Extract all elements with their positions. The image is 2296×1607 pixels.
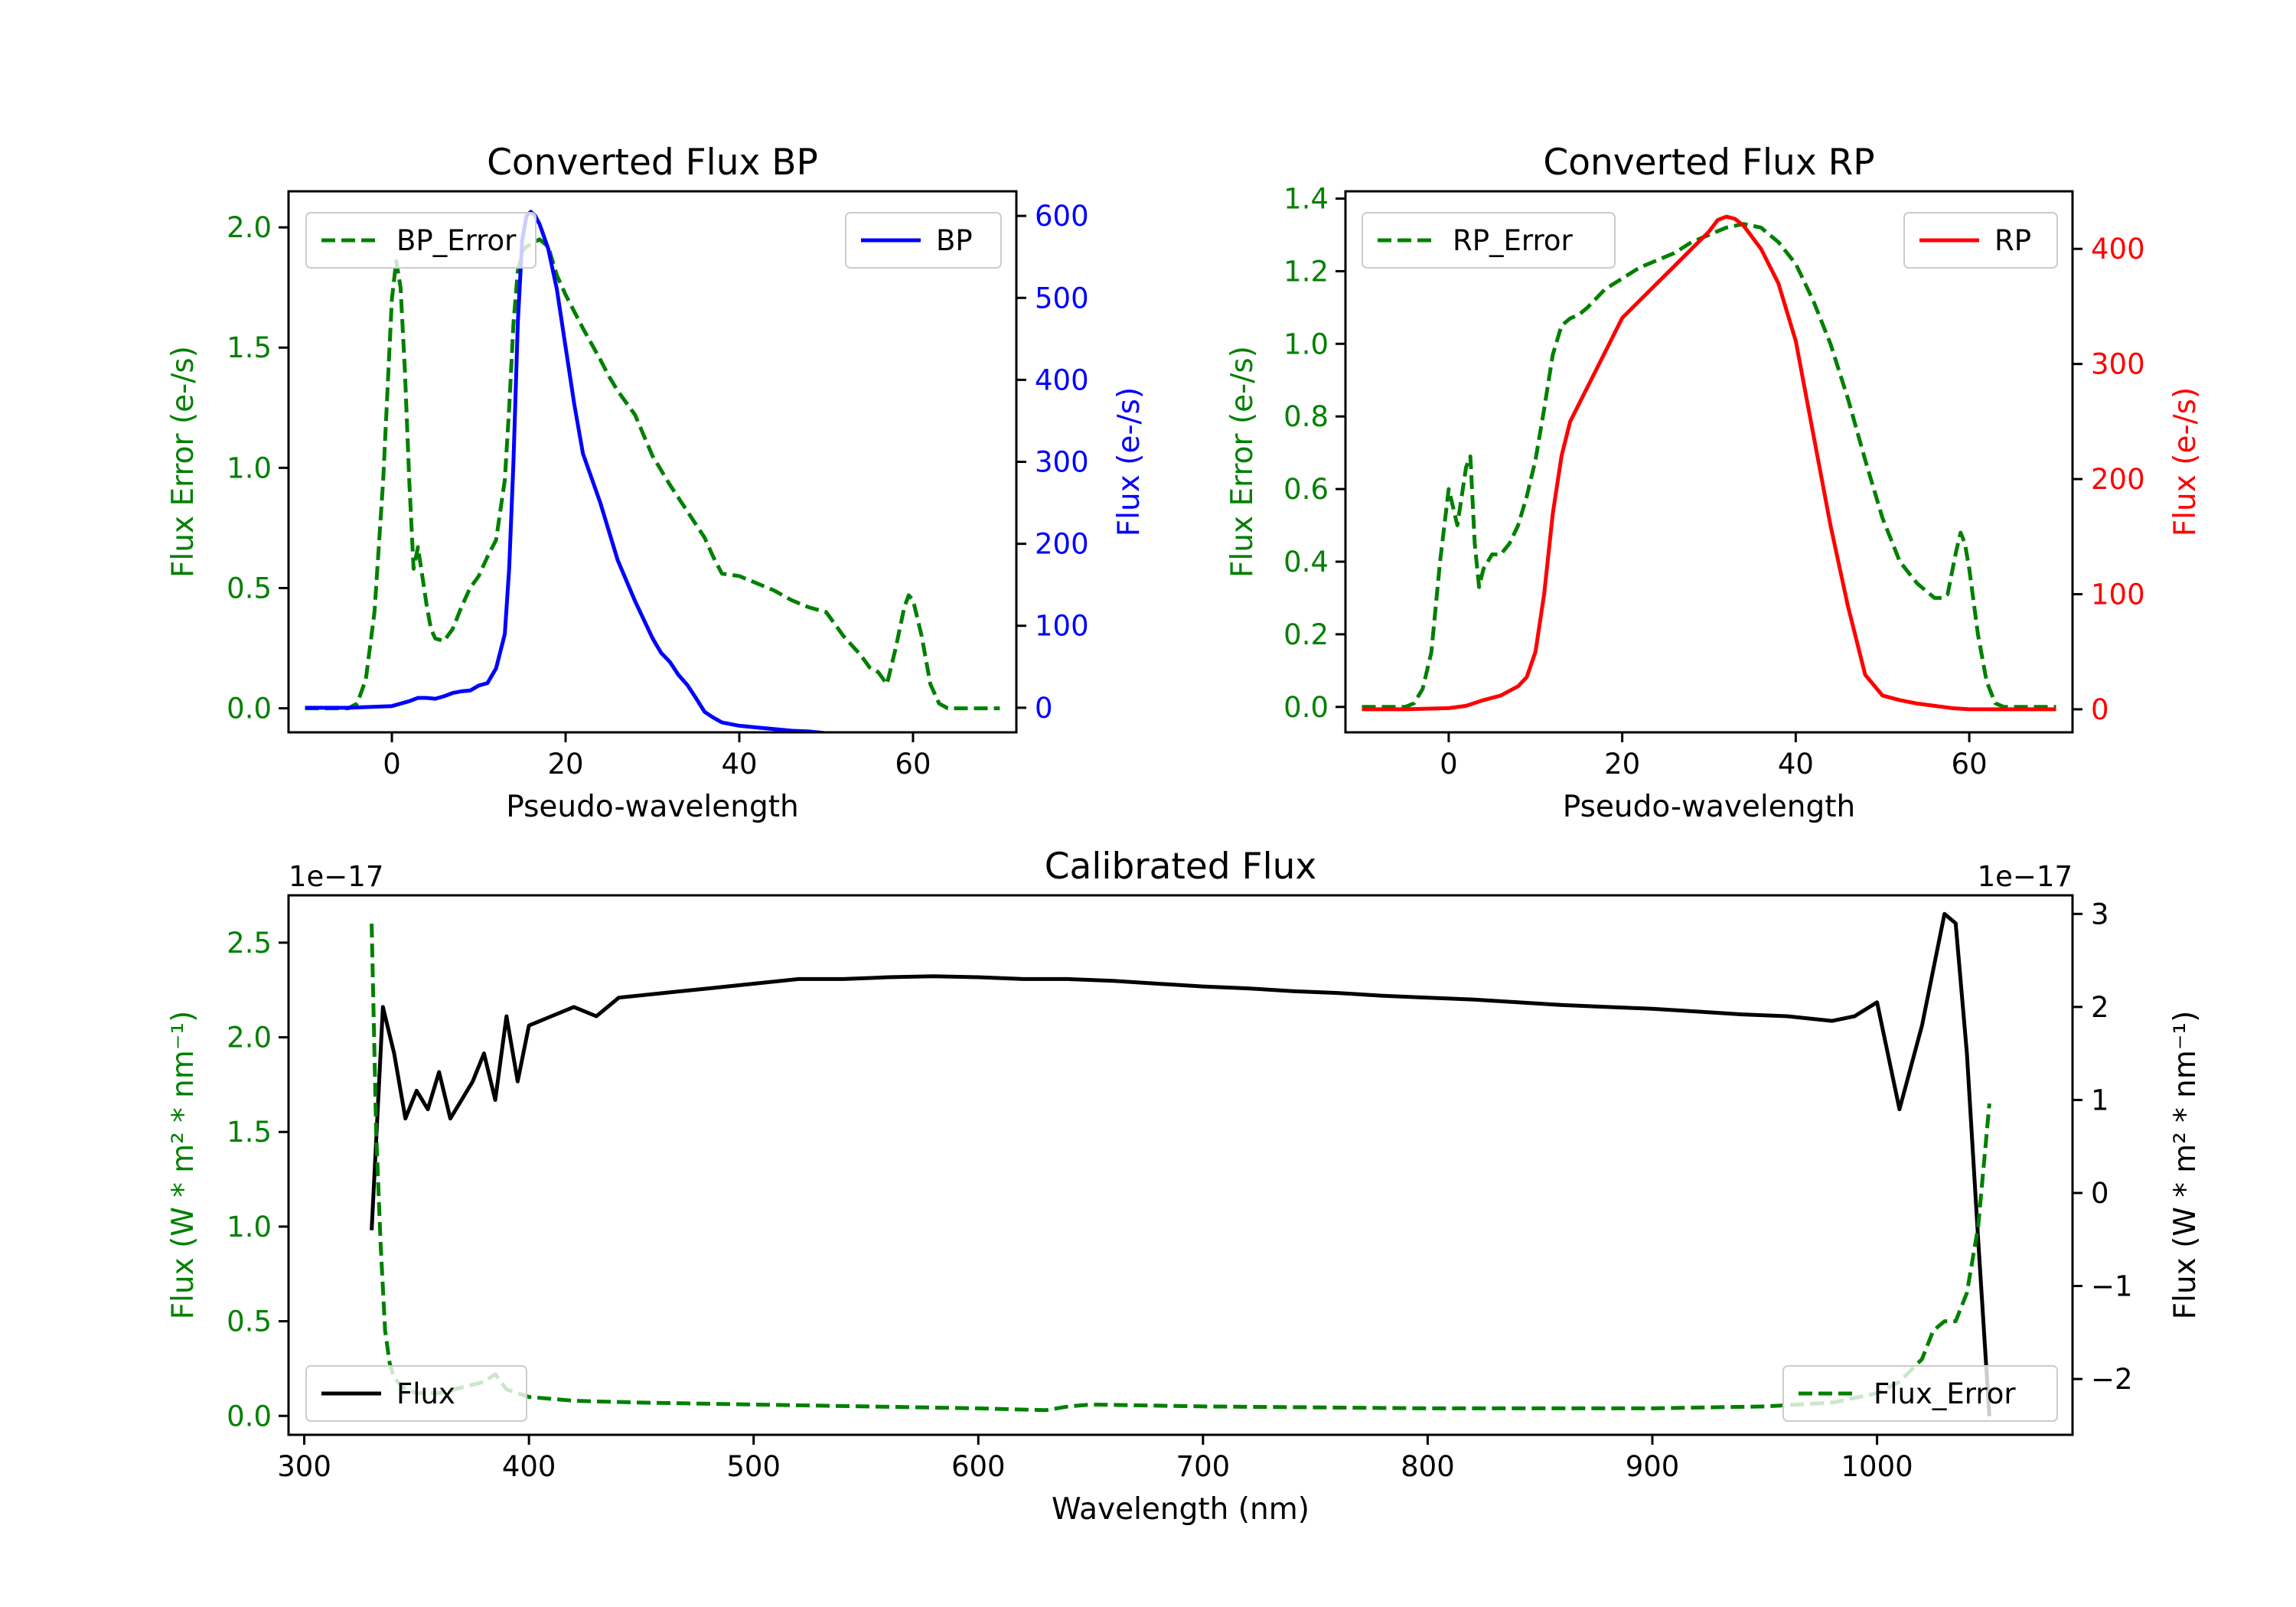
bp-legend-label: BP_Error (396, 224, 517, 257)
rp-axes-frame (1344, 190, 2074, 734)
rp-ytick-left-label: 0.4 (1283, 546, 1329, 579)
bp-title: Converted Flux BP (487, 142, 818, 184)
bp-legend-box (845, 212, 1002, 269)
cal-legend-label: Flux (396, 1377, 455, 1410)
rp-ytick-left-label: 0.6 (1283, 473, 1329, 506)
bp-ytick-right-label: 200 (1035, 528, 1089, 561)
cal-legend-label: Flux_Error (1874, 1377, 2016, 1410)
rp-xtick-label: 20 (1604, 748, 1640, 781)
bp-ytick-left-label: 1.5 (227, 331, 272, 364)
cal-xtick-label: 800 (1401, 1450, 1455, 1483)
cal-ytick-right-label: −1 (2091, 1270, 2133, 1303)
rp-ylabel-right: Flux (e-/s) (2168, 387, 2203, 536)
rp-xtick-label: 0 (1440, 748, 1458, 781)
cal-xtick-label: 600 (951, 1450, 1006, 1483)
cal-legend-box (1782, 1365, 2058, 1422)
rp-xlabel: Pseudo-wavelength (1563, 790, 1855, 824)
cal-legend-left: Flux (305, 1365, 527, 1422)
bp-xtick-label: 0 (383, 748, 401, 781)
bp-series-bp (305, 210, 834, 732)
cal-ytick-left-label: 1.0 (227, 1211, 272, 1244)
bp-legend-right: BP (845, 212, 1002, 269)
bp-legend-label: BP (936, 224, 973, 257)
cal-xlabel: Wavelength (nm) (1052, 1492, 1309, 1527)
cal-ytick-left-label: 0.5 (227, 1305, 272, 1338)
cal-xtick-label: 1000 (1841, 1450, 1913, 1483)
rp-ytick-right-label: 200 (2091, 463, 2145, 496)
bp-ytick-right-label: 0 (1035, 692, 1053, 725)
cal-series-flux-error (370, 924, 1991, 1413)
bp-ytick-right-label: 600 (1035, 200, 1089, 233)
cal-ytick-right-label: −2 (2091, 1363, 2133, 1396)
bp-ytick-left-label: 1.0 (227, 451, 272, 484)
rp-legend-box (1903, 212, 2058, 269)
rp-ytick-right-label: 300 (2091, 348, 2145, 381)
rp-ytick-left-label: 1.2 (1283, 255, 1329, 288)
bp-ytick-left-label: 2.0 (227, 211, 272, 244)
rp-chart: 0 20 40 60 0.0 0.2 0.4 0.6 0.8 1.0 1.2 1.4 0 100 200 30… (1225, 142, 2203, 824)
cal-xtick-label: 700 (1176, 1450, 1231, 1483)
cal-title: Calibrated Flux (1045, 846, 1317, 888)
cal-ytick-right-label: 0 (2091, 1177, 2109, 1210)
rp-ytick-left-label: 1.0 (1283, 328, 1329, 360)
cal-ylabel-right: Flux (W * m² * nm⁻¹) (2168, 1011, 2203, 1320)
bp-ytick-right-label: 100 (1035, 610, 1089, 643)
rp-ylabel-left: Flux Error (e-/s) (1225, 346, 1260, 578)
rp-legend-box (1362, 212, 1616, 269)
bp-xtick-label: 20 (547, 748, 583, 781)
rp-ytick-right-label: 400 (2091, 233, 2145, 266)
bp-xlabel: Pseudo-wavelength (506, 790, 798, 824)
cal-ytick-left-label: 0.0 (227, 1400, 272, 1433)
bp-ylabel-right: Flux (e-/s) (1112, 387, 1146, 536)
rp-ytick-left-label: 0.2 (1283, 618, 1329, 651)
rp-legend-label: RP (1994, 224, 2031, 257)
rp-ytick-left-label: 0.0 (1283, 691, 1329, 724)
rp-ytick-left-label: 0.8 (1283, 400, 1329, 433)
cal-axes-frame (287, 894, 2074, 1436)
cal-chart: 300 400 500 600 700 800 900 1000 0.0 0.5 1.0 1.5 2.0… (166, 846, 2203, 1527)
rp-title: Converted Flux RP (1543, 142, 1874, 184)
cal-ytick-left-label: 2.5 (227, 927, 272, 960)
cal-ylabel-left: Flux (W * m² * nm⁻¹) (166, 1011, 201, 1320)
bp-ytick-right-label: 500 (1035, 282, 1089, 315)
rp-series-rp-error (1362, 222, 2056, 709)
cal-xtick-label: 500 (726, 1450, 781, 1483)
cal-ytick-right-label: 1 (2091, 1084, 2109, 1116)
bp-series-bp-error (305, 237, 1000, 711)
bp-legend-box (305, 212, 536, 269)
cal-ytick-right-label: 3 (2091, 898, 2109, 931)
cal-series-flux (370, 911, 1991, 1416)
rp-legend-left: RP_Error (1362, 212, 1616, 269)
bp-chart: 0 20 40 60 0.0 0.5 1.0 1.5 2.0 0 100 200 300 400 500 60… (166, 142, 1146, 824)
bp-ytick-right-label: 300 (1035, 446, 1089, 479)
rp-ytick-right-label: 0 (2091, 693, 2109, 726)
cal-legend-right: Flux_Error (1782, 1365, 2058, 1422)
cal-ytick-left-label: 2.0 (227, 1022, 272, 1054)
rp-series-rp (1362, 214, 2056, 712)
bp-ytick-left-label: 0.5 (227, 572, 272, 605)
cal-offset-left: 1e−17 (289, 860, 383, 893)
rp-legend-label: RP_Error (1453, 224, 1573, 257)
bp-xtick-label: 60 (895, 748, 931, 781)
cal-legend-box (305, 1365, 527, 1422)
rp-legend-right: RP (1903, 212, 2058, 269)
rp-xtick-label: 40 (1778, 748, 1814, 781)
bp-xtick-label: 40 (721, 748, 757, 781)
cal-xtick-label: 300 (277, 1450, 331, 1483)
cal-xtick-label: 400 (502, 1450, 556, 1483)
bp-ytick-right-label: 400 (1035, 363, 1089, 396)
bp-legend-left: BP_Error (305, 212, 536, 269)
cal-ytick-left-label: 1.5 (227, 1116, 272, 1149)
bp-ylabel-left: Flux Error (e-/s) (166, 346, 201, 578)
rp-ytick-left-label: 1.4 (1283, 182, 1329, 215)
bp-ytick-left-label: 0.0 (227, 693, 272, 725)
rp-ytick-right-label: 100 (2091, 578, 2145, 611)
rp-xtick-label: 60 (1952, 748, 1988, 781)
cal-offset-right: 1e−17 (1978, 860, 2073, 893)
cal-xtick-label: 900 (1626, 1450, 1680, 1483)
cal-ytick-right-label: 2 (2091, 991, 2109, 1024)
